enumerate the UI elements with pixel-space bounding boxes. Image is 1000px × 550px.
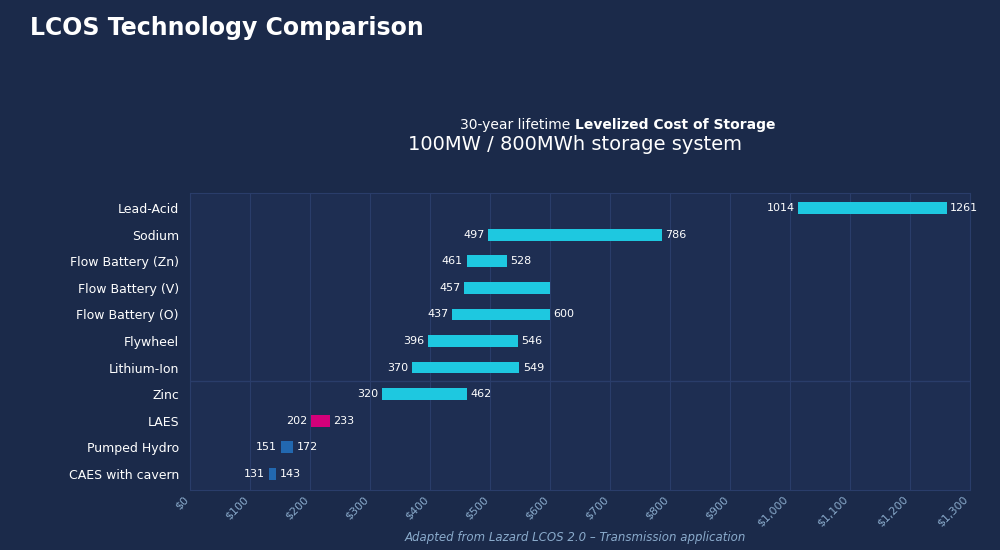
Text: 233: 233 bbox=[333, 416, 355, 426]
Bar bbox=[382, 388, 467, 400]
Text: 546: 546 bbox=[521, 336, 542, 346]
Text: 370: 370 bbox=[387, 362, 408, 372]
Text: 151: 151 bbox=[256, 442, 277, 452]
Bar bbox=[467, 256, 507, 267]
Text: 172: 172 bbox=[297, 442, 318, 452]
Bar bbox=[311, 415, 330, 426]
Bar bbox=[281, 441, 293, 453]
Text: 30-year lifetime: 30-year lifetime bbox=[460, 118, 575, 132]
Text: 528: 528 bbox=[510, 256, 532, 266]
Bar bbox=[428, 335, 518, 347]
Text: 461: 461 bbox=[442, 256, 463, 266]
Text: 1014: 1014 bbox=[767, 204, 795, 213]
Text: 462: 462 bbox=[471, 389, 492, 399]
Text: LCOS Technology Comparison: LCOS Technology Comparison bbox=[30, 16, 424, 41]
Text: 320: 320 bbox=[357, 389, 378, 399]
Bar bbox=[798, 202, 947, 215]
Text: 1261: 1261 bbox=[950, 204, 978, 213]
Text: 549: 549 bbox=[523, 362, 544, 372]
Bar bbox=[412, 361, 519, 373]
Text: Levelized Cost of Storage: Levelized Cost of Storage bbox=[575, 118, 776, 132]
Text: 497: 497 bbox=[463, 230, 485, 240]
Text: 457: 457 bbox=[439, 283, 461, 293]
Bar bbox=[488, 229, 662, 241]
Text: 437: 437 bbox=[427, 310, 449, 320]
Text: 786: 786 bbox=[665, 230, 686, 240]
Text: 600: 600 bbox=[554, 310, 575, 320]
Text: 396: 396 bbox=[403, 336, 424, 346]
Text: 143: 143 bbox=[279, 469, 301, 478]
Bar bbox=[269, 468, 276, 480]
Text: 202: 202 bbox=[286, 416, 308, 426]
Bar bbox=[452, 309, 550, 321]
Text: 100MW / 800MWh storage system: 100MW / 800MWh storage system bbox=[408, 135, 742, 154]
Text: 131: 131 bbox=[244, 469, 265, 478]
Text: Adapted from Lazard LCOS 2.0 – Transmission application: Adapted from Lazard LCOS 2.0 – Transmiss… bbox=[404, 531, 746, 544]
Bar bbox=[464, 282, 550, 294]
